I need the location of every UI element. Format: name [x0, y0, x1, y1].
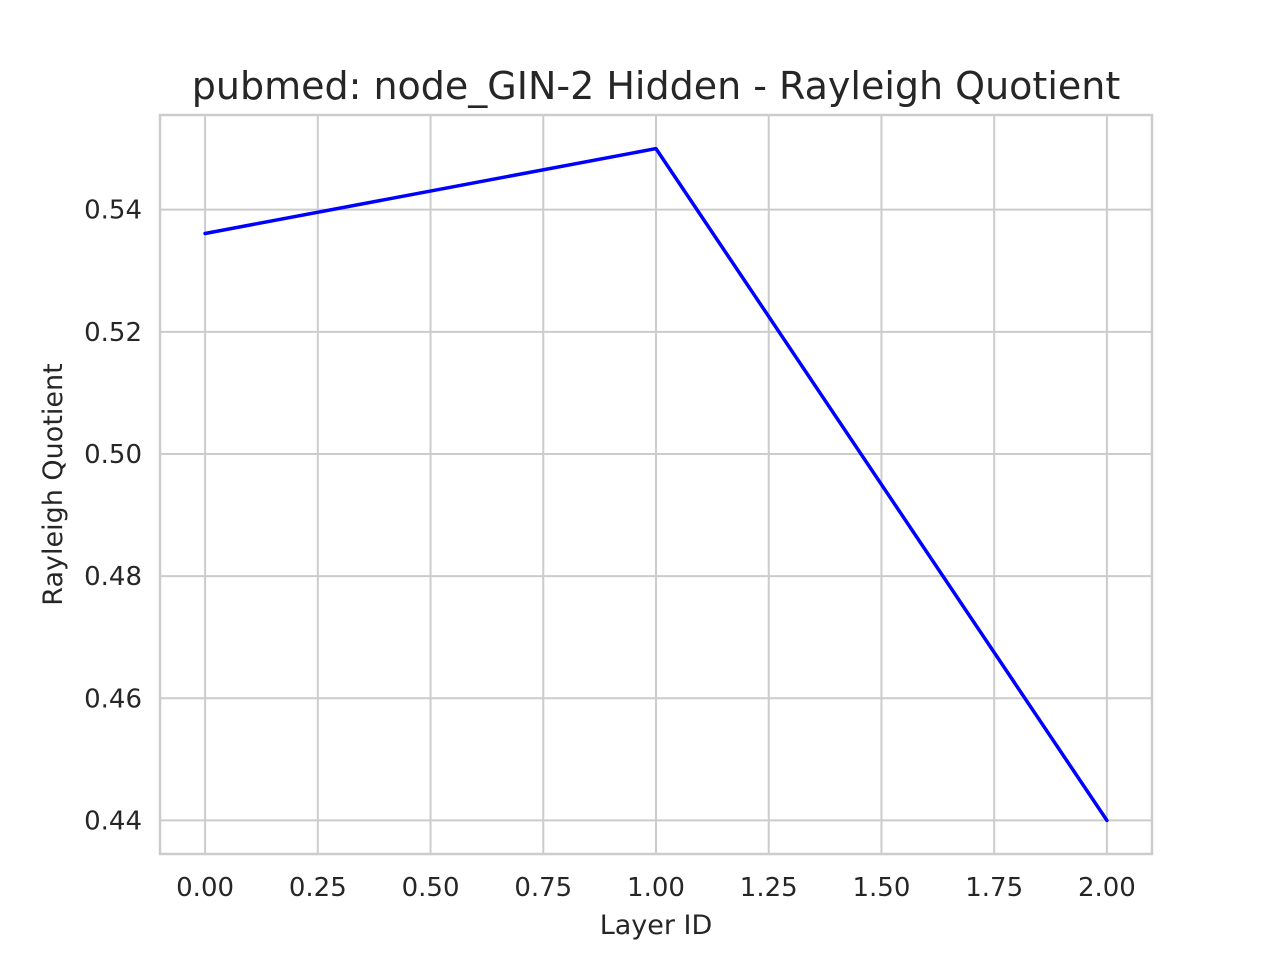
- chart-title: pubmed: node_GIN-2 Hidden - Rayleigh Quo…: [192, 64, 1121, 108]
- x-tick-label: 0.50: [402, 873, 460, 903]
- x-axis-label: Layer ID: [600, 910, 713, 941]
- y-tick-label: 0.50: [84, 440, 142, 470]
- x-tick-label: 2.00: [1078, 873, 1136, 903]
- x-tick-labels: 0.00 0.25 0.50 0.75 1.00 1.25 1.50 1.75 2.00: [176, 873, 1136, 903]
- x-tick-label: 0.75: [514, 873, 572, 903]
- grid: [160, 115, 1152, 854]
- x-tick-label: 1.75: [965, 873, 1023, 903]
- y-tick-label: 0.54: [84, 196, 142, 226]
- y-tick-label: 0.44: [84, 806, 142, 836]
- y-axis-label: Rayleigh Quotient: [38, 363, 69, 605]
- x-tick-label: 1.50: [853, 873, 911, 903]
- series-layer: [203, 146, 1109, 823]
- y-tick-label: 0.48: [84, 562, 142, 592]
- y-tick-labels: 0.44 0.46 0.48 0.50 0.52 0.54: [84, 196, 142, 837]
- series-line: [203, 146, 1109, 823]
- x-tick-label: 1.25: [740, 873, 798, 903]
- y-tick-label: 0.52: [84, 318, 142, 348]
- plot-frame: [158, 113, 1154, 856]
- x-tick-label: 0.00: [176, 873, 234, 903]
- x-tick-label: 1.00: [627, 873, 685, 903]
- y-tick-label: 0.46: [84, 684, 142, 714]
- x-tick-label: 0.25: [289, 873, 347, 903]
